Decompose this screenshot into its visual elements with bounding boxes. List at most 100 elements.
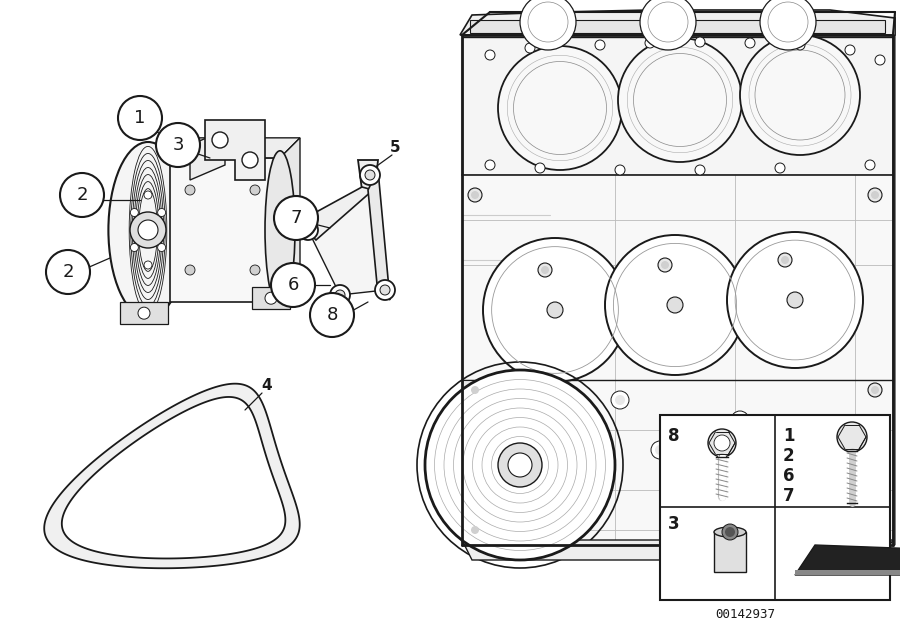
Circle shape bbox=[865, 160, 875, 170]
Circle shape bbox=[615, 395, 625, 405]
Circle shape bbox=[298, 220, 318, 240]
Circle shape bbox=[618, 38, 742, 162]
Circle shape bbox=[735, 415, 745, 425]
Circle shape bbox=[708, 429, 736, 457]
Circle shape bbox=[787, 292, 803, 308]
Text: 1: 1 bbox=[783, 427, 795, 445]
Circle shape bbox=[471, 526, 479, 534]
Circle shape bbox=[547, 302, 563, 318]
Circle shape bbox=[727, 232, 863, 368]
Circle shape bbox=[335, 290, 345, 300]
Polygon shape bbox=[462, 37, 893, 175]
Circle shape bbox=[595, 40, 605, 50]
Circle shape bbox=[658, 258, 672, 272]
Circle shape bbox=[775, 163, 785, 173]
Circle shape bbox=[485, 50, 495, 60]
Circle shape bbox=[468, 383, 482, 397]
Circle shape bbox=[185, 265, 195, 275]
Circle shape bbox=[498, 443, 542, 487]
Circle shape bbox=[640, 0, 696, 50]
Circle shape bbox=[871, 386, 879, 394]
Polygon shape bbox=[170, 138, 300, 158]
Text: 7: 7 bbox=[290, 209, 302, 227]
Circle shape bbox=[138, 307, 150, 319]
Circle shape bbox=[158, 244, 166, 251]
Circle shape bbox=[144, 191, 152, 199]
Circle shape bbox=[795, 40, 805, 50]
Polygon shape bbox=[462, 380, 490, 430]
Text: 5: 5 bbox=[390, 141, 400, 155]
Circle shape bbox=[845, 45, 855, 55]
Polygon shape bbox=[252, 287, 290, 309]
Polygon shape bbox=[62, 397, 285, 558]
Bar bbox=[660, 415, 890, 600]
Circle shape bbox=[778, 253, 792, 267]
Circle shape bbox=[46, 250, 90, 294]
Circle shape bbox=[380, 285, 390, 295]
Circle shape bbox=[740, 35, 860, 155]
Text: 1: 1 bbox=[134, 109, 146, 127]
Circle shape bbox=[265, 292, 277, 304]
Polygon shape bbox=[44, 384, 300, 568]
Polygon shape bbox=[170, 158, 280, 302]
Circle shape bbox=[695, 165, 705, 175]
Bar bbox=[714, 532, 746, 572]
Circle shape bbox=[485, 160, 495, 170]
Circle shape bbox=[425, 370, 615, 560]
Circle shape bbox=[271, 263, 315, 307]
Circle shape bbox=[250, 185, 260, 195]
Polygon shape bbox=[462, 540, 893, 560]
Circle shape bbox=[731, 411, 749, 429]
Polygon shape bbox=[893, 12, 895, 545]
Polygon shape bbox=[120, 302, 168, 324]
Polygon shape bbox=[298, 187, 373, 240]
Circle shape bbox=[520, 0, 576, 50]
Polygon shape bbox=[358, 160, 378, 190]
Circle shape bbox=[468, 188, 482, 202]
Circle shape bbox=[837, 422, 867, 452]
Polygon shape bbox=[205, 120, 265, 180]
Text: 6: 6 bbox=[287, 276, 299, 294]
Polygon shape bbox=[795, 570, 900, 575]
Circle shape bbox=[471, 386, 479, 394]
Polygon shape bbox=[190, 130, 225, 180]
Circle shape bbox=[118, 96, 162, 140]
Circle shape bbox=[745, 38, 755, 48]
Circle shape bbox=[130, 244, 139, 251]
Ellipse shape bbox=[714, 527, 746, 537]
Circle shape bbox=[242, 152, 258, 168]
Polygon shape bbox=[470, 20, 885, 33]
Circle shape bbox=[714, 435, 730, 451]
Text: 8: 8 bbox=[327, 306, 338, 324]
Text: 00142937: 00142937 bbox=[715, 609, 775, 621]
Text: 8: 8 bbox=[668, 427, 680, 445]
Circle shape bbox=[667, 297, 683, 313]
Circle shape bbox=[535, 163, 545, 173]
Circle shape bbox=[508, 453, 532, 477]
Text: 2: 2 bbox=[62, 263, 74, 281]
Circle shape bbox=[875, 55, 885, 65]
Circle shape bbox=[871, 526, 879, 534]
Text: 2: 2 bbox=[783, 447, 795, 465]
Circle shape bbox=[868, 523, 882, 537]
Circle shape bbox=[498, 46, 622, 170]
Circle shape bbox=[310, 293, 354, 337]
Ellipse shape bbox=[265, 151, 295, 309]
Circle shape bbox=[483, 238, 627, 382]
Circle shape bbox=[605, 235, 745, 375]
Circle shape bbox=[130, 209, 139, 216]
Text: 7: 7 bbox=[783, 487, 795, 505]
Circle shape bbox=[538, 263, 552, 277]
Polygon shape bbox=[368, 170, 390, 300]
Circle shape bbox=[645, 38, 655, 48]
Circle shape bbox=[130, 212, 166, 248]
Polygon shape bbox=[460, 10, 895, 35]
Circle shape bbox=[471, 191, 479, 199]
Circle shape bbox=[722, 524, 738, 540]
Polygon shape bbox=[280, 138, 300, 302]
Circle shape bbox=[541, 266, 549, 274]
Circle shape bbox=[250, 265, 260, 275]
Circle shape bbox=[611, 391, 629, 409]
Circle shape bbox=[695, 37, 705, 47]
Circle shape bbox=[468, 523, 482, 537]
